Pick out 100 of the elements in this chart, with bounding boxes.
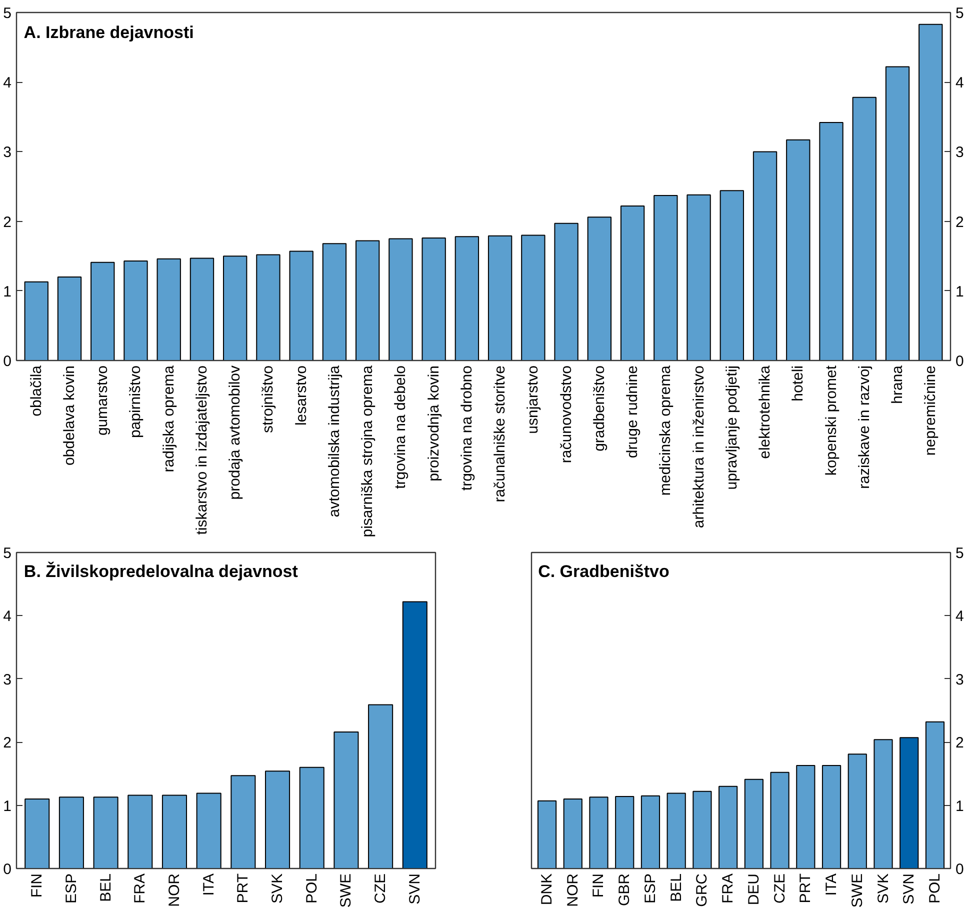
bar <box>454 236 480 360</box>
bar <box>368 704 394 868</box>
bar <box>822 764 842 868</box>
y2-tick-label: 1 <box>956 283 964 300</box>
x-tick-label: računovodstvo <box>558 365 575 464</box>
y-tick-label: 3 <box>3 671 12 688</box>
x-tick-label: nepremičnine <box>922 365 940 456</box>
y-tick-label: 0 <box>3 353 12 370</box>
bar <box>744 778 764 868</box>
y2-tick-label: 3 <box>956 144 964 162</box>
x-tick-label: DEU <box>745 874 762 906</box>
x-tick-label: raziskave in razvoj <box>856 365 873 489</box>
x-tick-label: SWE <box>338 873 355 908</box>
bar <box>770 772 790 868</box>
x-tick-label: ITA <box>823 873 840 896</box>
bar <box>554 222 578 360</box>
x-tick-label: FIN <box>28 873 46 898</box>
y2-tick-label: 0 <box>956 861 964 878</box>
bar <box>289 250 314 360</box>
y-tick-label: 4 <box>3 608 12 626</box>
y-tick-label: 0 <box>3 861 12 878</box>
x-tick-label: radijska oprema <box>160 364 178 472</box>
y2-tick-label: 0 <box>956 353 964 370</box>
x-tick-label: medicinska oprema <box>657 364 674 496</box>
x-tick-label: pisarniška strojna oprema <box>359 364 376 538</box>
x-tick-label: FRA <box>720 874 737 904</box>
bar <box>537 800 557 868</box>
bar <box>322 243 347 360</box>
y2-tick-label: 4 <box>956 74 964 92</box>
x-tick-label: lesarstvo <box>292 365 310 426</box>
x-tick-label: PRT <box>797 873 814 904</box>
bar <box>355 240 380 360</box>
bar <box>57 276 82 360</box>
bar <box>521 234 546 360</box>
bar <box>422 238 446 360</box>
bar <box>852 96 876 360</box>
bar <box>563 798 582 868</box>
y2-tick-label: 2 <box>956 214 964 231</box>
bar <box>190 258 214 360</box>
bar <box>24 798 50 868</box>
bar <box>58 796 84 868</box>
bar <box>720 190 744 360</box>
bar <box>900 737 919 868</box>
bar <box>256 254 280 360</box>
y-tick-label: 4 <box>3 74 12 92</box>
x-tick-label: NOR <box>166 873 183 907</box>
bar <box>162 794 188 868</box>
x-tick-label: arhitektura in inženirstvo <box>690 366 708 528</box>
x-tick-label: druge rudnine <box>624 365 642 458</box>
x-tick-label: GRC <box>694 873 711 907</box>
x-tick-label: računalniške storitve <box>492 365 509 502</box>
bar <box>620 205 645 360</box>
x-tick-label: ITA <box>200 873 218 896</box>
x-tick-label: PRT <box>234 873 252 904</box>
bar <box>692 790 712 868</box>
y-tick-label: 2 <box>3 214 12 231</box>
bar <box>196 792 222 868</box>
bar <box>264 770 290 868</box>
x-tick-label: strojništvo <box>260 365 277 434</box>
x-tick-label: trgovina na drobno <box>458 365 476 491</box>
bar <box>488 235 512 360</box>
y2-tick-label: 3 <box>956 671 964 688</box>
bar <box>752 151 778 360</box>
bar <box>223 256 248 360</box>
x-tick-label: obdelava kovin <box>60 365 78 466</box>
x-tick-label: SVK <box>874 874 892 904</box>
bar <box>93 796 118 868</box>
y2-tick-label: 5 <box>956 545 964 562</box>
x-tick-label: CZE <box>372 874 390 904</box>
x-tick-label: upravljanje podjetij <box>723 366 740 490</box>
bar <box>654 195 678 360</box>
text: A. Izbrane dejavnosti <box>24 22 194 42</box>
x-tick-label: SVK <box>269 874 286 904</box>
bar <box>388 238 413 360</box>
x-tick-label: FIN <box>590 873 608 898</box>
y2-tick-label: 2 <box>956 734 964 752</box>
x-tick-label: hoteli <box>790 366 807 402</box>
y2-tick-label: 4 <box>956 608 964 626</box>
bar <box>918 24 943 360</box>
y-tick-label: 1 <box>3 798 12 815</box>
x-tick-label: ESP <box>62 874 80 904</box>
x-tick-label: ESP <box>642 874 659 904</box>
x-tick-label: kopenski promet <box>822 364 840 476</box>
bar <box>640 795 660 868</box>
bar <box>786 139 810 360</box>
bar <box>128 794 153 868</box>
x-tick-label: gumarstvo <box>94 365 112 436</box>
bar <box>589 796 608 868</box>
x-tick-label: DNK <box>538 874 556 906</box>
x-tick-label: SVN <box>900 874 918 904</box>
x-tick-label: POL <box>926 874 944 904</box>
x-tick-label: elektrotehnika <box>756 364 774 459</box>
bar <box>848 754 867 868</box>
y2-tick-label: 1 <box>956 798 964 815</box>
x-tick-label: POL <box>303 874 320 904</box>
y2-tick-label: 5 <box>956 5 964 22</box>
x-tick-label: proizvodnja kovin <box>425 365 442 482</box>
x-tick-label: avtomobilska industrija <box>326 364 343 518</box>
text: C. Gradbeništvo <box>538 562 670 581</box>
bar <box>615 796 634 868</box>
